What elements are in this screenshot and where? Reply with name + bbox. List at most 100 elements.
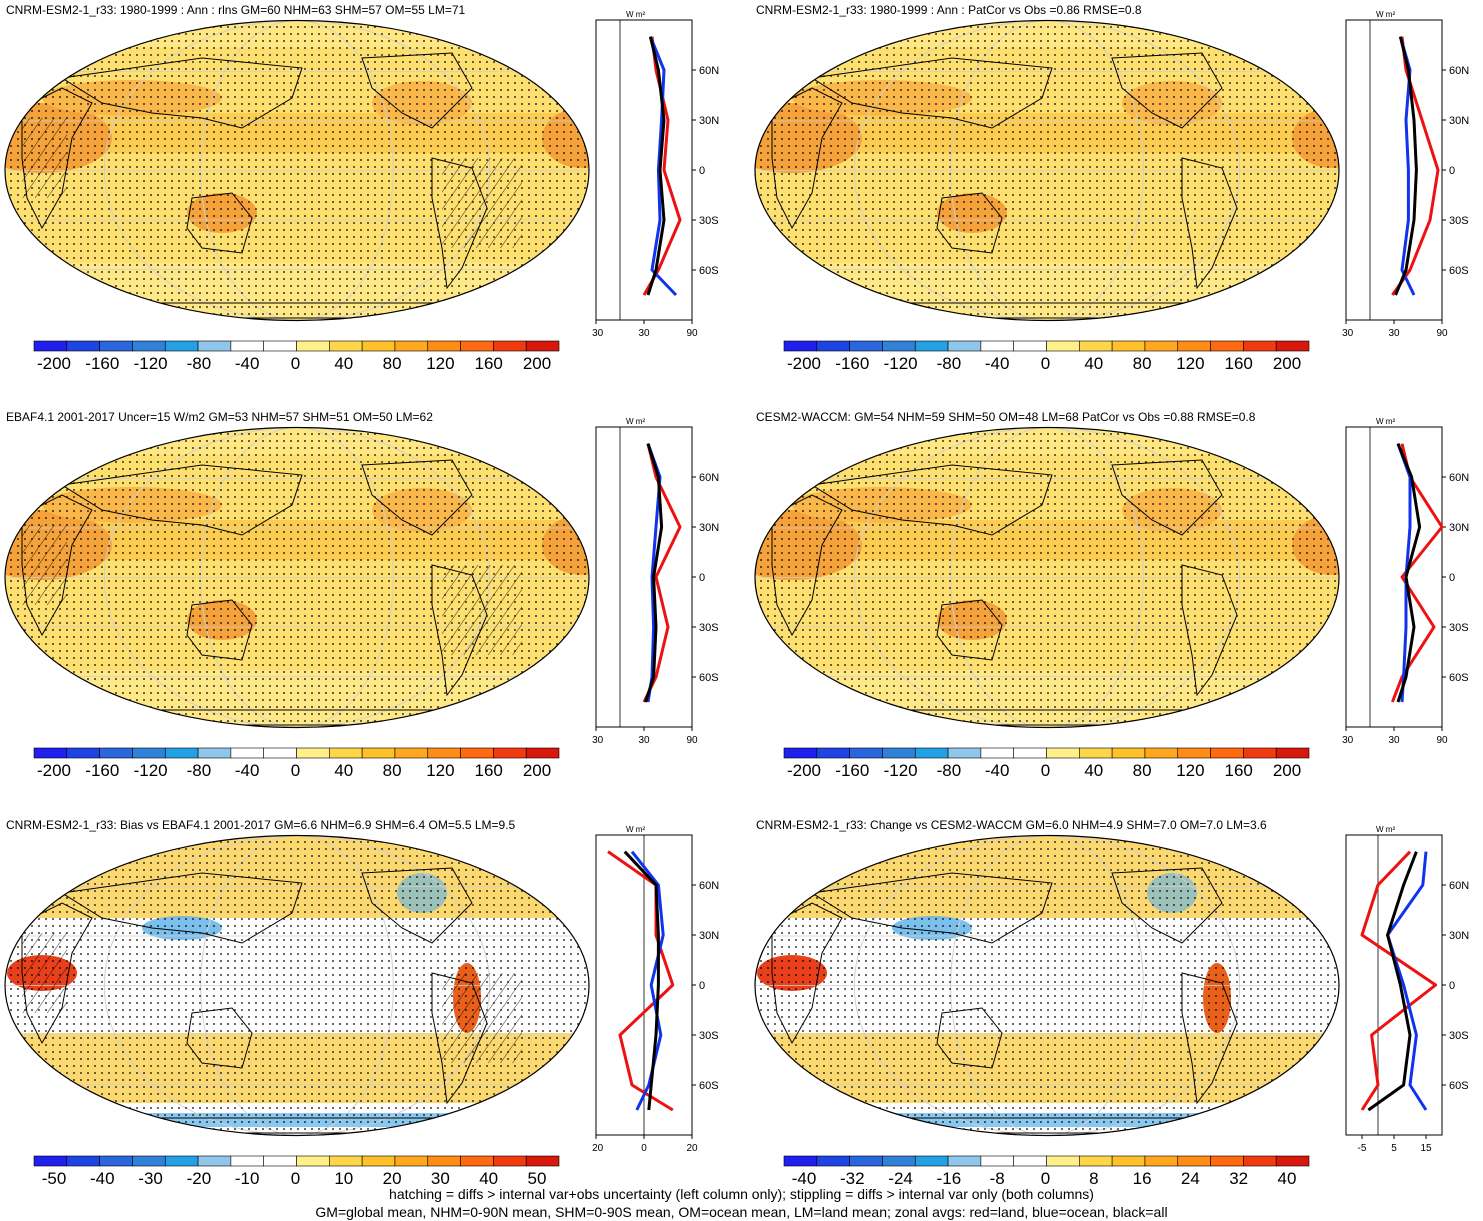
colorbar-tick-label: -160: [85, 354, 120, 373]
lat-tick-label: 30S: [1449, 622, 1469, 634]
colorbar-tick-label: -40: [791, 1169, 817, 1188]
colorbar-tick-label: 160: [474, 354, 503, 373]
colorbar-swatch: [525, 1155, 560, 1167]
colorbar: [33, 747, 560, 759]
colorbar-swatch: [329, 340, 363, 352]
lat-tick-label: 60N: [699, 472, 719, 484]
colorbar-swatch: [493, 340, 527, 352]
map-field: [5, 835, 589, 1136]
zonal-ocean-line: [1386, 851, 1428, 1111]
colorbar-swatch: [296, 747, 330, 759]
colorbar-swatch: [1243, 1155, 1277, 1167]
panel-title: CNRM-ESM2-1_r33: 1980-1999 : Ann : rlns …: [6, 3, 466, 17]
colorbar-swatch: [394, 1155, 429, 1167]
zonal-land-line: [642, 443, 682, 703]
colorbar-swatch: [493, 1155, 527, 1167]
colorbar-swatch: [1243, 340, 1277, 352]
colorbar-swatch: [882, 340, 916, 352]
colorbar-tick-label: 40: [1084, 354, 1104, 373]
zonal-land-line: [607, 850, 675, 1112]
zonal-ocean-line: [649, 36, 678, 297]
colorbar-tick-label: -120: [133, 761, 168, 780]
global-map: [754, 834, 1340, 1137]
lat-tick-label: 30N: [1449, 115, 1469, 127]
colorbar-tick-label: 0: [290, 354, 301, 373]
lat-tick-label: 60S: [699, 1080, 719, 1092]
colorbar-swatch: [427, 340, 461, 352]
colorbar-swatch: [427, 747, 461, 759]
colorbar-swatch: [1275, 340, 1310, 352]
colorbar-swatch: [460, 340, 494, 352]
colorbar-swatch: [1013, 747, 1047, 759]
colorbar-swatch: [1144, 747, 1179, 759]
lat-tick-label: 0: [699, 165, 705, 177]
colorbar-swatch: [1177, 747, 1211, 759]
colorbar-tick-label: -80: [936, 354, 962, 373]
colorbar-tick-label: -160: [85, 761, 120, 780]
colorbar-tick-label: 80: [1132, 761, 1152, 780]
colorbar-tick-label: -50: [41, 1169, 67, 1188]
colorbar-swatch: [33, 747, 68, 759]
colorbar: [783, 747, 1310, 759]
global-map: [4, 19, 590, 322]
zonal-x-tick-label: -30: [592, 328, 604, 339]
colorbar-tick-label: 40: [1277, 1169, 1297, 1188]
colorbar-tick-label: -40: [984, 761, 1010, 780]
colorbar-swatch: [1210, 747, 1244, 759]
colorbar-tick-label: 24: [1180, 1169, 1200, 1188]
colorbar-tick-label: -160: [835, 761, 870, 780]
colorbar-tick-label: 80: [382, 761, 402, 780]
colorbar-swatch: [882, 747, 916, 759]
colorbar-swatch: [783, 340, 818, 352]
colorbar-swatch: [947, 747, 982, 759]
colorbar-tick-label: -40: [984, 354, 1010, 373]
zonal-x-tick-label: 30: [638, 735, 650, 746]
colorbar-tick-label: 8: [1089, 1169, 1099, 1188]
map-field: [755, 427, 1339, 728]
colorbar-swatch: [783, 1155, 818, 1167]
zonal-x-tick-label: -30: [1342, 735, 1354, 746]
colorbar-swatch: [132, 747, 166, 759]
colorbar-swatch: [1046, 1155, 1080, 1167]
unit-label: W m²: [1376, 417, 1395, 426]
colorbar-tick-label: 160: [474, 761, 503, 780]
unit-label: W m²: [626, 10, 645, 19]
colorbar-swatch: [1079, 1155, 1113, 1167]
colorbar-swatch: [66, 747, 100, 759]
colorbar-tick-label: 0: [1040, 354, 1051, 373]
colorbar-swatch: [980, 1155, 1014, 1167]
colorbar-swatch: [33, 1155, 68, 1167]
colorbar-tick-label: 200: [1272, 761, 1302, 780]
colorbar-swatch: [849, 340, 883, 352]
colorbar-swatch: [296, 1155, 330, 1167]
colorbar-swatch: [394, 747, 429, 759]
colorbar-swatch: [230, 1155, 264, 1167]
panel-title: EBAF4.1 2001-2017 Uncer=15 W/m2 GM=53 NH…: [6, 410, 433, 424]
lat-tick-label: 30S: [699, 1030, 719, 1042]
colorbar-swatch: [66, 340, 100, 352]
zonal-x-tick-label: 30: [1388, 328, 1400, 339]
colorbar-swatch: [816, 747, 850, 759]
colorbar-swatch: [66, 1155, 100, 1167]
colorbar-swatch: [361, 1155, 396, 1167]
colorbar-swatch: [882, 1155, 916, 1167]
colorbar-tick-label: -40: [234, 354, 260, 373]
colorbar-tick-label: 200: [522, 354, 552, 373]
colorbar-tick-label: 120: [426, 354, 455, 373]
colorbar-tick-label: -200: [36, 761, 72, 780]
colorbar-swatch: [849, 747, 883, 759]
colorbar-swatch: [525, 340, 560, 352]
lat-tick-label: 60S: [1449, 672, 1469, 684]
zonal-land-line: [1390, 443, 1444, 703]
colorbar: [783, 340, 1310, 352]
lat-tick-label: 30N: [699, 930, 719, 942]
panel-title: CNRM-ESM2-1_r33: Change vs CESM2-WACCM G…: [756, 818, 1267, 832]
zonal-x-tick-label: -20: [592, 1143, 604, 1154]
global-map: [754, 426, 1340, 729]
colorbar-tick-label: -120: [883, 354, 918, 373]
colorbar-tick-label: -24: [888, 1169, 913, 1188]
lat-tick-label: 30N: [699, 522, 719, 534]
colorbar-swatch: [1243, 747, 1277, 759]
colorbar-swatch: [197, 1155, 232, 1167]
colorbar-tick-label: -200: [36, 354, 72, 373]
